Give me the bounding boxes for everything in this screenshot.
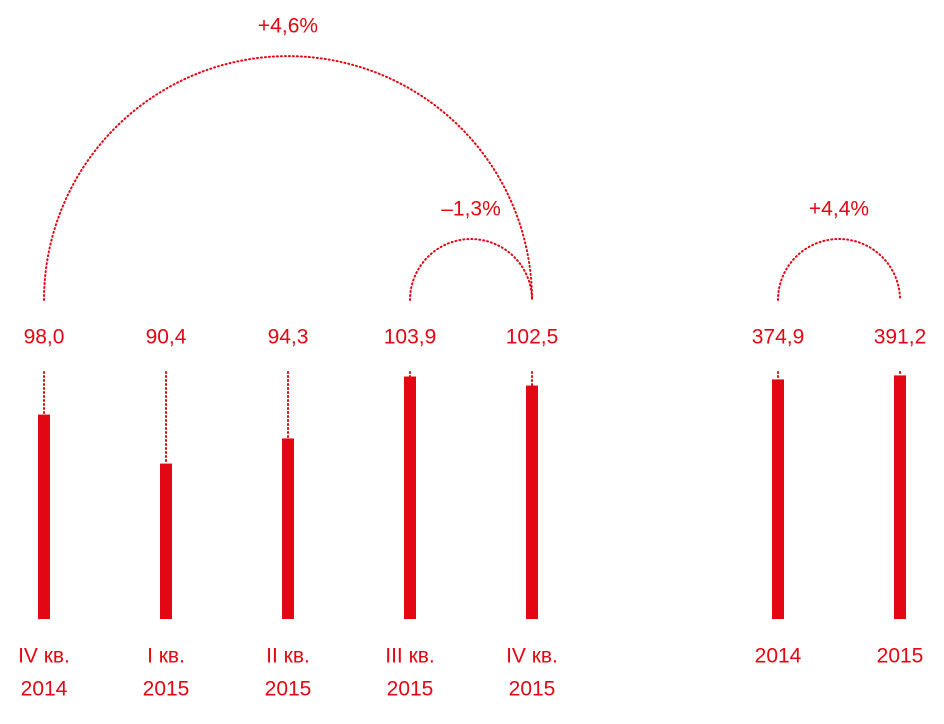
category-label: IV кв. — [506, 645, 558, 668]
value-label: 102,5 — [506, 326, 559, 349]
value-label: 374,9 — [752, 326, 805, 349]
bar — [282, 438, 294, 619]
bar — [38, 414, 50, 619]
category-label: 2014 — [21, 678, 68, 701]
bar — [160, 463, 172, 619]
category-label: 2015 — [143, 678, 190, 701]
change-arc — [409, 238, 533, 301]
category-label: 2015 — [387, 678, 434, 701]
category-label: III кв. — [385, 645, 435, 668]
change-label: +4,6% — [258, 15, 318, 38]
change-label: +4,4% — [809, 198, 869, 221]
bar — [894, 375, 906, 619]
change-arc — [43, 55, 533, 301]
value-label: 90,4 — [146, 326, 187, 349]
value-label: 103,9 — [384, 326, 437, 349]
category-label: I кв. — [147, 645, 185, 668]
value-label: 98,0 — [24, 326, 65, 349]
category-label: 2015 — [877, 645, 924, 668]
value-label: 391,2 — [874, 326, 927, 349]
category-label: II кв. — [266, 645, 310, 668]
value-label: 94,3 — [268, 326, 309, 349]
category-label: 2015 — [509, 678, 556, 701]
category-label: 2015 — [265, 678, 312, 701]
bar — [526, 385, 538, 619]
category-label: 2014 — [755, 645, 802, 668]
change-label: –1,3% — [441, 198, 501, 221]
bar — [772, 379, 784, 619]
bar — [404, 376, 416, 619]
category-label: IV кв. — [18, 645, 70, 668]
change-arc — [777, 238, 901, 301]
